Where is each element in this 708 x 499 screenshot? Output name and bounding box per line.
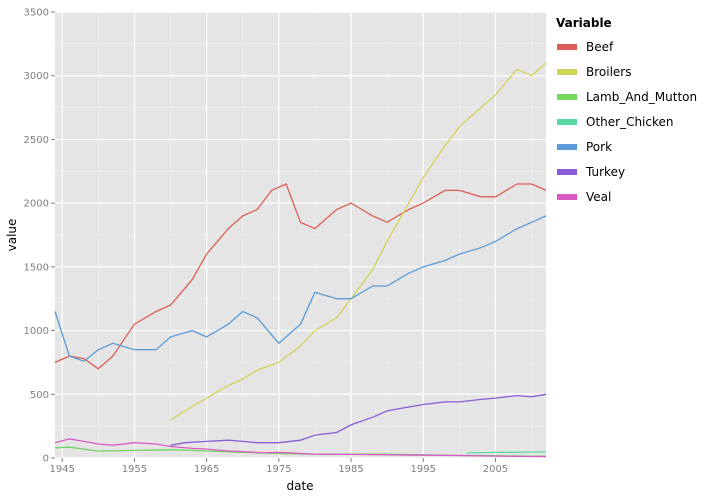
legend-label: Lamb_And_Mutton xyxy=(586,90,697,104)
y-tick-label: 500 xyxy=(30,390,49,401)
x-tick-label: 1995 xyxy=(411,464,436,475)
legend-key xyxy=(557,119,577,125)
legend-label: Turkey xyxy=(585,165,625,179)
series-line-broilers xyxy=(170,62,547,421)
y-tick-label: 3000 xyxy=(24,71,49,82)
x-axis-title: date xyxy=(286,479,313,493)
grid xyxy=(55,11,546,459)
legend-title: Variable xyxy=(556,16,612,30)
x-tick-label: 2005 xyxy=(483,464,508,475)
y-tick-label: 2500 xyxy=(24,135,49,146)
series-lines xyxy=(54,62,547,458)
y-tick-label: 3500 xyxy=(24,8,49,19)
legend-key xyxy=(557,169,577,175)
series-line-turkey xyxy=(170,393,547,446)
legend-label: Other_Chicken xyxy=(586,115,674,129)
legend: Beef Broilers Lamb_And_Mutton Other_Chicken… xyxy=(557,40,697,204)
y-tick-label: 0 xyxy=(43,454,49,465)
legend-key xyxy=(557,144,577,150)
legend-key xyxy=(557,44,577,50)
series-line-veal xyxy=(54,438,547,458)
y-tick-label: 1000 xyxy=(24,326,49,337)
legend-label: Pork xyxy=(586,140,612,154)
legend-key xyxy=(557,194,577,200)
y-tick-label: 2000 xyxy=(24,199,49,210)
x-tick-label: 1965 xyxy=(194,464,219,475)
axis-ticks: 0 500 1000 1500 2000 2500 3000 3500 1945 1955 1965… xyxy=(24,8,509,476)
x-tick-label: 1975 xyxy=(266,464,291,475)
legend-label: Veal xyxy=(586,190,611,204)
legend-label: Beef xyxy=(586,40,614,54)
legend-key xyxy=(557,69,577,75)
series-line-pork xyxy=(54,215,547,362)
x-tick-label: 1955 xyxy=(122,464,147,475)
x-tick-label: 1985 xyxy=(338,464,363,475)
x-tick-label: 1945 xyxy=(49,464,74,475)
legend-key xyxy=(557,94,577,100)
series-line-other-chicken xyxy=(466,451,547,454)
series-line-beef xyxy=(54,183,547,370)
y-axis-title: value xyxy=(5,219,19,252)
y-tick-label: 1500 xyxy=(24,262,49,273)
legend-label: Broilers xyxy=(586,65,631,79)
